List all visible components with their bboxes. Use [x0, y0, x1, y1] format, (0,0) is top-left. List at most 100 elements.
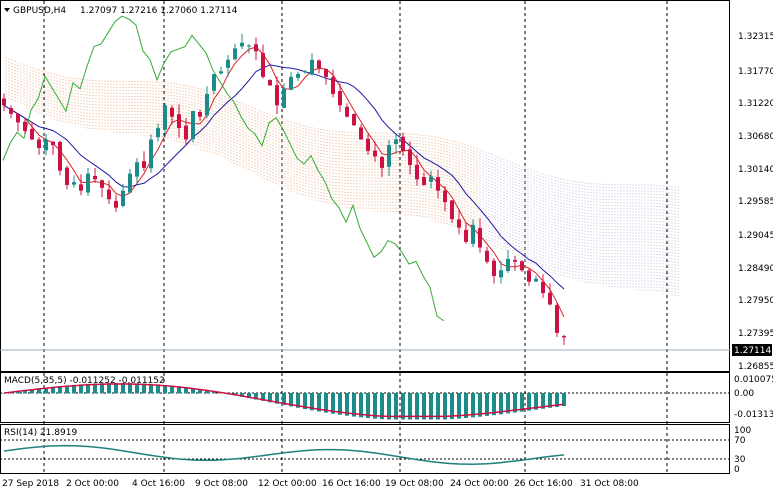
macd-histogram — [2, 382, 566, 420]
candle-body — [268, 80, 272, 86]
price-tick: 1.27950 — [738, 296, 773, 306]
candle-body — [198, 111, 202, 117]
macd-histogram-bar — [394, 393, 398, 420]
macd-axis-tick: -0.013137 — [734, 410, 773, 420]
candle-body — [184, 125, 188, 140]
candle-body — [296, 74, 300, 78]
candle-body — [464, 229, 468, 242]
macd-histogram-bar — [198, 389, 202, 394]
macd-histogram-bar — [317, 393, 321, 412]
chikou-line — [2, 15, 445, 322]
macd-histogram-bar — [30, 389, 34, 394]
macd-histogram-bar — [121, 382, 125, 394]
macd-histogram-bar — [65, 385, 69, 394]
macd-histogram-bar — [114, 382, 118, 394]
candle-body — [541, 281, 545, 294]
macd-histogram-bar — [275, 393, 279, 404]
candle-body — [478, 228, 482, 248]
time-axis: 27 Sep 2018 2 Oct 00:00 4 Oct 16:00 9 Oc… — [2, 479, 639, 489]
candle-body — [527, 270, 531, 282]
candle-body — [457, 219, 461, 228]
macd-histogram-bar — [254, 393, 258, 400]
candle-body — [9, 107, 13, 114]
candle-body — [240, 42, 244, 47]
candle-body — [233, 48, 237, 60]
macd-histogram-bar — [247, 393, 251, 399]
rsi-axis-tick: 30 — [734, 455, 746, 465]
candle-body — [23, 121, 27, 131]
macd-indicator: MACD(5,35,5) -0.011252 -0.011152 0.01007… — [0, 375, 773, 420]
candle-body — [51, 141, 55, 146]
candle-body — [142, 161, 146, 168]
rsi-pane-border — [0, 424, 730, 474]
candle-body — [422, 177, 426, 185]
candle-body — [513, 259, 517, 262]
candle-body — [2, 98, 6, 106]
macd-histogram-bar — [387, 393, 391, 420]
rsi-axis-tick: 70 — [734, 436, 746, 446]
rsi-label: RSI(14) 21.8919 — [4, 428, 77, 438]
candle-body — [135, 162, 139, 177]
price-tick: 1.32315 — [738, 32, 773, 42]
candle-body — [177, 114, 181, 129]
macd-axis-tick: 0.010075 — [734, 375, 773, 385]
macd-histogram-bar — [44, 387, 48, 394]
macd-histogram-bar — [415, 393, 419, 420]
macd-histogram-bar — [338, 393, 342, 415]
macd-histogram-bar — [457, 393, 461, 419]
candle-body — [275, 85, 279, 106]
macd-histogram-bar — [513, 393, 517, 413]
macd-histogram-bar — [506, 393, 510, 414]
macd-histogram-bar — [331, 393, 335, 414]
candle-body — [443, 190, 447, 203]
macd-histogram-bar — [534, 393, 538, 410]
candle-body — [226, 59, 230, 68]
macd-histogram-bar — [408, 393, 412, 420]
candle-body — [303, 71, 307, 73]
macd-histogram-bar — [401, 393, 405, 420]
candle-body — [506, 258, 510, 272]
macd-histogram-bar — [282, 393, 286, 406]
candle-body — [331, 77, 335, 94]
dropdown-triangle-icon[interactable] — [4, 8, 10, 12]
candle-body — [212, 74, 216, 91]
macd-histogram-bar — [450, 393, 454, 420]
candle-body — [93, 175, 97, 180]
rsi-axis-tick: 0 — [734, 465, 740, 475]
candle-body — [170, 107, 174, 117]
candle-body — [450, 200, 454, 220]
macd-histogram-bar — [2, 393, 6, 394]
macd-histogram-bar — [485, 393, 489, 416]
candle-body — [86, 173, 90, 193]
candle-body — [548, 292, 552, 305]
macd-histogram-bar — [191, 388, 195, 394]
macd-histogram-bar — [541, 393, 545, 409]
macd-histogram-bar — [107, 383, 111, 394]
candle-body — [282, 88, 286, 108]
candle-body — [520, 261, 524, 271]
candle-body — [289, 76, 293, 90]
candle-body — [191, 111, 195, 140]
candle-body — [114, 200, 118, 208]
price-tick: 1.29585 — [738, 197, 773, 207]
macd-histogram-bar — [37, 388, 41, 394]
candle-body — [373, 150, 377, 157]
chart-header: GBPUSD,H4 1.27097 1.27216 1.27060 1.2711… — [4, 6, 238, 16]
macd-label: MACD(5,35,5) -0.011252 -0.011152 — [4, 376, 165, 386]
macd-histogram-bar — [135, 383, 139, 394]
macd-histogram-bar — [58, 386, 62, 394]
candle-body — [436, 177, 440, 191]
macd-histogram-bar — [520, 393, 524, 412]
candle-body — [555, 305, 559, 333]
candle-body — [471, 224, 475, 244]
macd-histogram-bar — [366, 393, 370, 419]
main-pane-border — [0, 0, 730, 372]
macd-histogram-bar — [492, 393, 496, 416]
macd-histogram-bar — [436, 393, 440, 420]
macd-histogram-bar — [303, 393, 307, 410]
candle-body — [58, 141, 62, 171]
price-tick: 1.31220 — [738, 99, 773, 109]
time-tick: 12 Oct 00:00 — [258, 479, 317, 489]
time-tick: 19 Oct 08:00 — [385, 479, 444, 489]
